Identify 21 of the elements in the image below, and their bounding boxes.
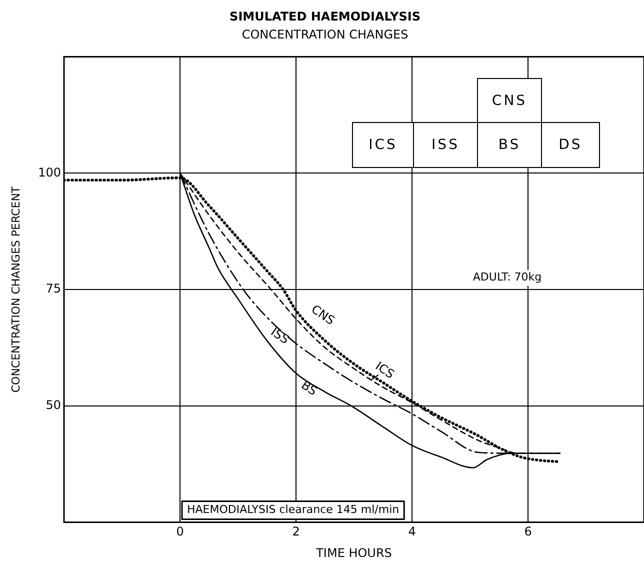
y-tick-label: 75 [46, 282, 61, 296]
annotation: CNS [477, 78, 542, 123]
chart-title: SIMULATED HAEMODIALYSIS [230, 9, 420, 24]
x-axis-title: TIME HOURS [315, 546, 392, 560]
text: ISS [268, 324, 292, 347]
annotation: DS [541, 122, 600, 168]
annotation: HAEMODIALYSIS clearance 145 ml/min [187, 503, 400, 516]
annotation: BS [477, 122, 542, 168]
y-tick-label: 100 [38, 165, 61, 180]
annotation: ADULT: 70kg [472, 270, 542, 284]
x-tick-label: 0 [176, 524, 184, 539]
x-tick-label: 2 [292, 524, 300, 539]
annotation: ICS [352, 122, 414, 168]
x-tick-label: 6 [524, 524, 532, 539]
text: CNS [308, 302, 338, 328]
x-tick-label: 4 [408, 524, 416, 539]
y-tick-label: 50 [46, 398, 61, 412]
text: ICS [372, 358, 397, 382]
chart-subtitle: CONCENTRATION CHANGES [242, 28, 408, 42]
y-axis-title: CONCENTRATION CHANGES PERCENT [9, 186, 22, 393]
annotation: ISS [413, 122, 478, 168]
